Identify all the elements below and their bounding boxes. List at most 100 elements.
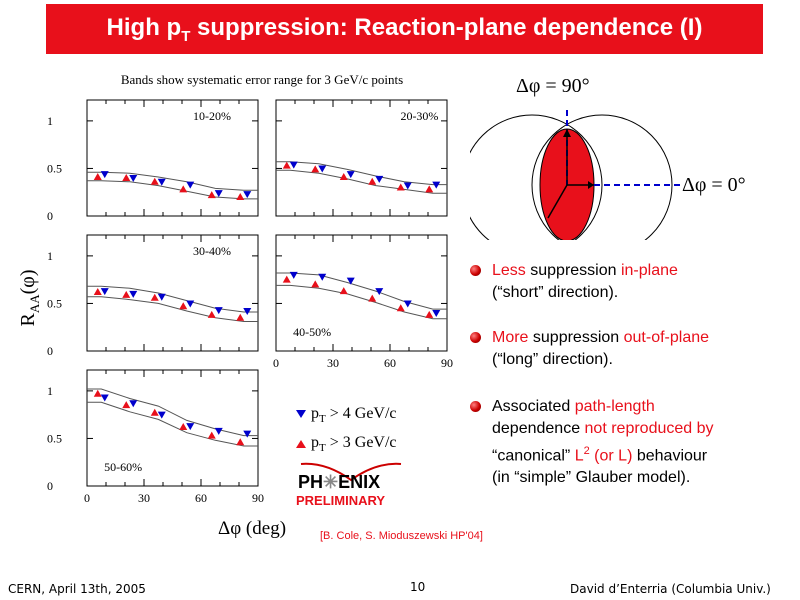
data-point-pt3 xyxy=(122,401,131,409)
bullet-3-l3e: behaviour xyxy=(632,447,708,465)
slide-title: High pT suppression: Reaction-plane depe… xyxy=(46,14,763,45)
data-point-pt4 xyxy=(375,288,384,296)
arrow-up-icon xyxy=(563,129,571,137)
y-tick-label: 1 xyxy=(47,384,53,398)
data-point-pt3 xyxy=(396,183,405,191)
data-point-pt4 xyxy=(318,165,327,173)
data-point-pt4 xyxy=(129,174,138,182)
band-lower-line xyxy=(276,169,447,194)
legend: pT > 4 GeV/c pT > 3 GeV/c xyxy=(295,402,397,460)
data-point-pt3 xyxy=(207,431,216,439)
x-tick-label: 90 xyxy=(441,356,453,370)
bullet-1-b: suppression xyxy=(525,262,621,279)
x-tick-label: 0 xyxy=(273,356,279,370)
data-point-pt4 xyxy=(243,308,252,316)
phenix-name-left: PH xyxy=(298,472,324,492)
data-point-pt3 xyxy=(311,165,320,173)
data-point-pt4 xyxy=(157,178,166,186)
footer-right: David d’Enterria (Columbia Univ.) xyxy=(570,582,771,596)
data-point-pt3 xyxy=(122,173,131,181)
data-point-pt4 xyxy=(186,181,195,189)
data-point-pt4 xyxy=(186,423,195,431)
centrality-label: 30-40% xyxy=(193,244,231,258)
bullet-2-c: out-of-plane xyxy=(623,329,710,346)
band-lower-line xyxy=(276,284,447,320)
bullet-3-l3a: “canonical” xyxy=(492,447,575,465)
data-point-pt4 xyxy=(289,271,298,279)
down-triangle-icon xyxy=(296,410,306,419)
ylabel-rest: (φ) xyxy=(17,269,39,295)
ylabel-main: R xyxy=(17,313,39,327)
legend-pt4-T: T xyxy=(319,413,326,426)
data-point-pt4 xyxy=(214,190,223,198)
bullet-3-l3d: (or L) xyxy=(589,447,633,465)
data-point-pt3 xyxy=(179,302,188,310)
up-triangle-icon xyxy=(296,439,306,448)
bullet-3-l1a: Associated xyxy=(492,398,575,415)
y-tick-label: 0.5 xyxy=(47,431,62,445)
bullet-dot-icon xyxy=(470,265,481,276)
bullet-dot-icon xyxy=(470,332,481,343)
x-axis-label: Δφ (deg) xyxy=(218,518,287,539)
data-point-pt3 xyxy=(207,310,216,318)
data-point-pt3 xyxy=(282,161,291,169)
label-dphi-90: Δφ = 90° xyxy=(516,75,590,97)
phenix-logo: PH✳ENIX PRELIMINARY xyxy=(296,460,406,512)
data-point-pt3 xyxy=(122,290,131,298)
data-point-pt3 xyxy=(339,287,348,295)
data-point-pt3 xyxy=(150,293,159,301)
title-subscript: T xyxy=(181,27,191,45)
phenix-wings-icon xyxy=(300,462,402,482)
data-point-pt4 xyxy=(346,171,355,179)
legend-pt3-p: p xyxy=(311,434,319,452)
arrow-right-icon xyxy=(588,181,594,189)
panel-frame xyxy=(275,99,448,217)
data-point-pt3 xyxy=(93,288,102,296)
y-tick-label: 0 xyxy=(47,209,53,223)
legend-pt4-text: > 4 GeV/c xyxy=(325,405,397,422)
legend-pt4-p: p xyxy=(311,405,319,422)
data-point-pt4 xyxy=(432,309,441,317)
bullet-dot-icon xyxy=(470,401,481,412)
data-point-pt3 xyxy=(425,310,434,318)
x-tick-label: 60 xyxy=(195,491,207,505)
data-point-pt3 xyxy=(368,294,377,302)
bullet-1-d: (“short” direction). xyxy=(492,284,619,301)
data-point-pt4 xyxy=(432,181,441,189)
data-point-pt4 xyxy=(100,288,109,296)
bullet-3-l2b: not reproduced by xyxy=(584,420,714,437)
data-point-pt3 xyxy=(93,173,102,181)
data-point-pt3 xyxy=(150,177,159,185)
band-upper-line xyxy=(87,285,258,313)
bullet-1-a: Less xyxy=(492,262,526,279)
bullet-3-l1b: path-length xyxy=(574,398,655,415)
footer-left: CERN, April 13th, 2005 xyxy=(8,582,146,596)
phenix-name-right: ENIX xyxy=(338,472,381,492)
centrality-label: 50-60% xyxy=(104,460,142,474)
data-point-pt3 xyxy=(207,191,216,199)
panel-frame xyxy=(275,234,448,352)
data-point-pt3 xyxy=(282,275,291,283)
data-point-pt4 xyxy=(129,400,138,408)
x-tick-label: 90 xyxy=(252,491,264,505)
legend-item-pt3: pT > 3 GeV/c xyxy=(295,431,397,460)
data-point-pt4 xyxy=(318,273,327,281)
data-point-pt3 xyxy=(179,423,188,431)
panel-frame xyxy=(86,234,259,352)
data-point-pt4 xyxy=(375,175,384,183)
band-lower-line xyxy=(87,296,258,322)
band-upper-line xyxy=(276,161,447,186)
bands-note: Bands show systematic error range for 3 … xyxy=(121,72,403,87)
legend-pt3-text: > 3 GeV/c xyxy=(325,434,397,452)
bullet-3-l4: (in “simple” Glauber model). xyxy=(492,469,691,487)
panel-frame xyxy=(86,369,259,487)
data-point-pt4 xyxy=(346,277,355,285)
data-point-pt4 xyxy=(243,191,252,199)
x-tick-label: 0 xyxy=(84,491,90,505)
centrality-label: 20-30% xyxy=(400,109,438,123)
bullet-1-c: in-plane xyxy=(620,262,678,279)
data-point-pt4 xyxy=(186,300,195,308)
footer-page-number: 10 xyxy=(410,580,426,594)
data-point-pt3 xyxy=(179,185,188,193)
legend-pt3-T: T xyxy=(319,442,326,455)
